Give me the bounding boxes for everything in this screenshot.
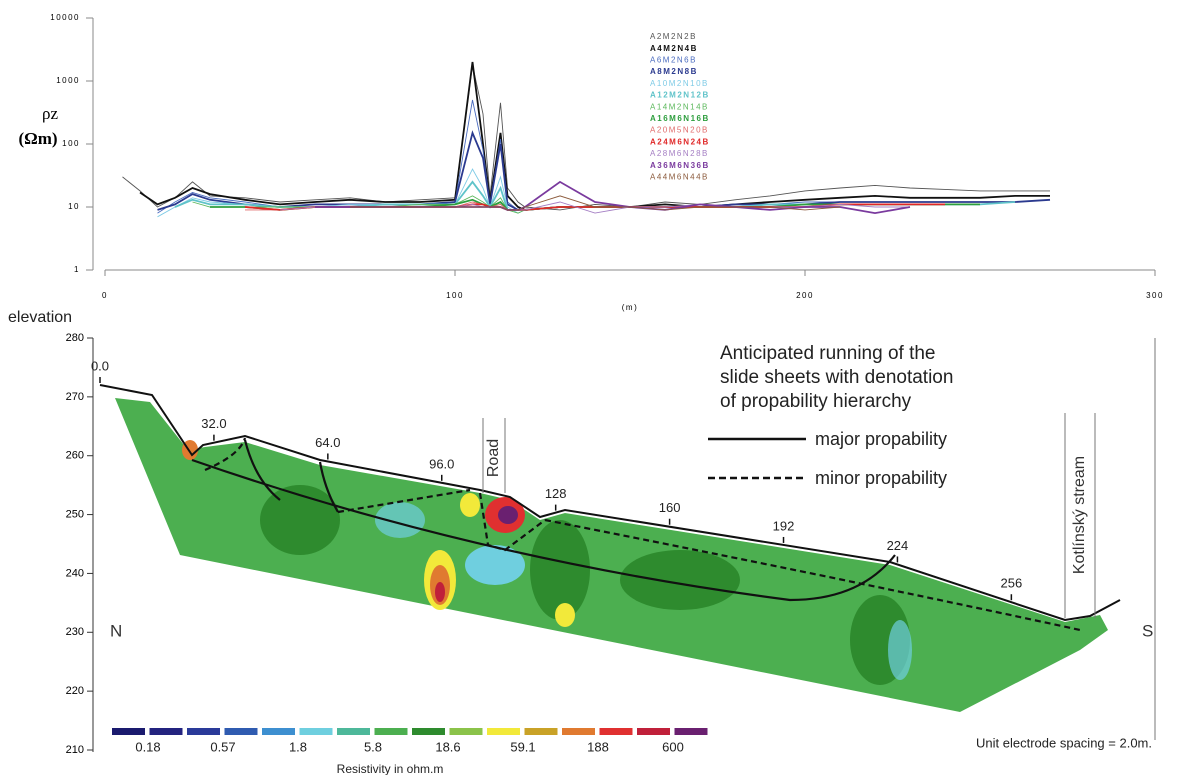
distance-label: 128 <box>545 486 567 501</box>
figure: Road Kotlínský stream N S Anticipated ru… <box>0 0 1181 775</box>
scale-box <box>412 728 445 735</box>
distance-label: 32.0 <box>201 416 226 431</box>
series-line <box>158 100 1051 213</box>
legend-label: A12M2N12B <box>650 91 710 100</box>
scale-box <box>375 728 408 735</box>
scale-label: 5.8 <box>364 739 382 754</box>
y-tick-label: 100 <box>62 139 80 148</box>
scale-label: 600 <box>662 739 684 754</box>
legend-label: A4M2N4B <box>650 44 698 53</box>
y-tick-label: 240 <box>66 567 84 579</box>
scale-box <box>337 728 370 735</box>
distance-label: 0.0 <box>91 358 109 373</box>
y-tick-label: 1000 <box>56 76 80 85</box>
scale-label: 1.8 <box>289 739 307 754</box>
x-label: (m) <box>622 303 639 312</box>
legend-label: major propability <box>815 429 947 449</box>
distance-label: 96.0 <box>429 456 454 471</box>
stream-label: Kotlínský stream <box>1071 456 1088 574</box>
legend-label: A6M2N6B <box>650 56 697 65</box>
distance-label: 224 <box>887 538 909 553</box>
y-tick-label: 270 <box>66 391 84 403</box>
scale-label: 0.57 <box>210 739 235 754</box>
scale-box <box>450 728 483 735</box>
x-tick-label: 100 <box>446 291 464 300</box>
scale-box <box>487 728 520 735</box>
legend-label: A28M6N28B <box>650 149 709 158</box>
legend-label: A36M6N36B <box>650 161 710 170</box>
legend-label: A14M2N14B <box>650 102 709 111</box>
y-tick-label: 10 <box>68 202 80 211</box>
scale-label: 18.6 <box>435 739 460 754</box>
y-tick-label: 260 <box>66 450 84 462</box>
scale-box <box>525 728 558 735</box>
y-tick-label: 1 <box>74 265 80 274</box>
north-label: N <box>110 621 122 640</box>
x-tick-label: 0 <box>102 291 108 300</box>
section-body <box>115 398 1108 712</box>
y-tick-label: 220 <box>66 685 84 697</box>
legend-label: A16M6N16B <box>650 114 710 123</box>
legend-label: A10M2N10B <box>650 79 709 88</box>
scale-box <box>675 728 708 735</box>
y-tick-label: 250 <box>66 508 84 520</box>
scale-box <box>300 728 333 735</box>
scale-box <box>562 728 595 735</box>
y-tick-label: 10000 <box>50 13 80 22</box>
note: Unit electrode spacing = 2.0m. <box>976 735 1152 750</box>
y-tick-label: 210 <box>66 744 84 756</box>
scale-box <box>225 728 258 735</box>
scale-box <box>262 728 295 735</box>
scale-box <box>150 728 183 735</box>
distance-label: 256 <box>1001 576 1023 591</box>
distance-label: 192 <box>773 518 795 533</box>
series-line <box>123 65 1051 210</box>
scale-box <box>187 728 220 735</box>
scale-label: 0.18 <box>135 739 160 754</box>
series-line <box>245 202 945 210</box>
section-title: Anticipated running of the <box>720 343 936 364</box>
scale-title: Resistivity in ohm.m <box>337 762 444 775</box>
legend-label: A20M5N20B <box>650 126 709 135</box>
legend-label: minor propability <box>815 468 947 488</box>
distance-label: 160 <box>659 500 681 515</box>
section-title: of propability hierarchy <box>720 391 912 412</box>
legend-label: A8M2N8B <box>650 67 698 76</box>
section-title: slide sheets with denotation <box>720 367 953 388</box>
scale-box <box>600 728 633 735</box>
scale-label: 188 <box>587 739 609 754</box>
legend-label: A44M6N44B <box>650 173 709 182</box>
y-unit: (Ωm) <box>18 129 57 148</box>
distance-label: 64.0 <box>315 435 340 450</box>
legend-label: A24M6N24B <box>650 137 710 146</box>
south-label: S <box>1142 621 1153 640</box>
x-tick-label: 200 <box>796 291 814 300</box>
y-label: ρz <box>42 104 58 123</box>
scale-box <box>637 728 670 735</box>
elevation-label: elevation <box>8 309 72 326</box>
y-tick-label: 280 <box>66 332 84 344</box>
scale-box <box>112 728 145 735</box>
x-tick-label: 300 <box>1146 291 1164 300</box>
y-tick-label: 230 <box>66 626 84 638</box>
scale-label: 59.1 <box>510 739 535 754</box>
road-label: Road <box>485 439 502 477</box>
legend-label: A2M2N2B <box>650 32 697 41</box>
